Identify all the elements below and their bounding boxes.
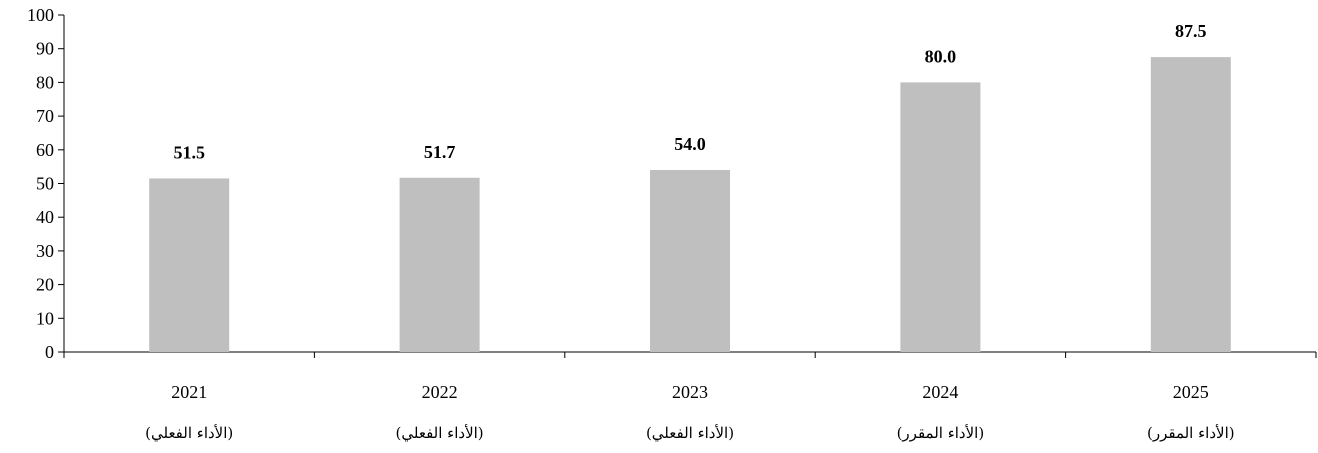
- bar-2023: [650, 170, 730, 352]
- x-tick-label-2022: 2022: [422, 382, 458, 402]
- bar-2024: [900, 82, 981, 353]
- x-tick-sublabel-2025: (الأداء المقرر): [1147, 424, 1235, 442]
- x-tick-label-2024: 2024: [922, 382, 958, 402]
- bar-2021: [149, 178, 230, 352]
- y-tick-label: 90: [36, 39, 54, 59]
- y-tick-label: 40: [36, 207, 54, 227]
- y-axis: 0 10 20 30 40 50 60 70 80 90 100: [27, 5, 65, 362]
- x-tick-label-2023: 2023: [672, 382, 708, 402]
- data-labels: 51.5 51.7 54.0 80.0 87.5: [173, 21, 1206, 162]
- y-tick-label: 100: [27, 5, 54, 25]
- data-label-2022: 51.7: [424, 142, 456, 162]
- x-tick-sublabel-2024: (الأداء المقرر): [897, 424, 985, 442]
- data-label-2021: 51.5: [173, 142, 205, 162]
- data-label-2024: 80.0: [925, 46, 957, 66]
- y-tick-label: 50: [36, 174, 54, 194]
- y-tick-label: 10: [36, 308, 54, 328]
- y-tick-label: 80: [36, 72, 54, 92]
- bar-2025: [1150, 57, 1231, 352]
- bar-2022: [399, 177, 480, 352]
- y-tick-label: 20: [36, 275, 54, 295]
- x-tick-sublabel-2021: (الأداء الفعلي): [145, 424, 233, 442]
- y-tick-label: 60: [36, 140, 54, 160]
- x-tick-sublabel-2022: (الأداء الفعلي): [396, 424, 484, 442]
- y-tick-label: 0: [45, 342, 54, 362]
- x-axis: 2021 (الأداء الفعلي) 2022 (الأداء الفعلي) 20…: [63, 351, 1317, 442]
- x-tick-label-2025: 2025: [1173, 382, 1209, 402]
- bars: [149, 57, 1231, 353]
- x-tick-label-2021: 2021: [171, 382, 207, 402]
- y-tick-label: 70: [36, 106, 54, 126]
- data-label-2023: 54.0: [674, 134, 706, 154]
- y-tick-label: 30: [36, 241, 54, 261]
- data-label-2025: 87.5: [1175, 21, 1207, 41]
- x-tick-sublabel-2023: (الأداء الفعلي): [646, 424, 734, 442]
